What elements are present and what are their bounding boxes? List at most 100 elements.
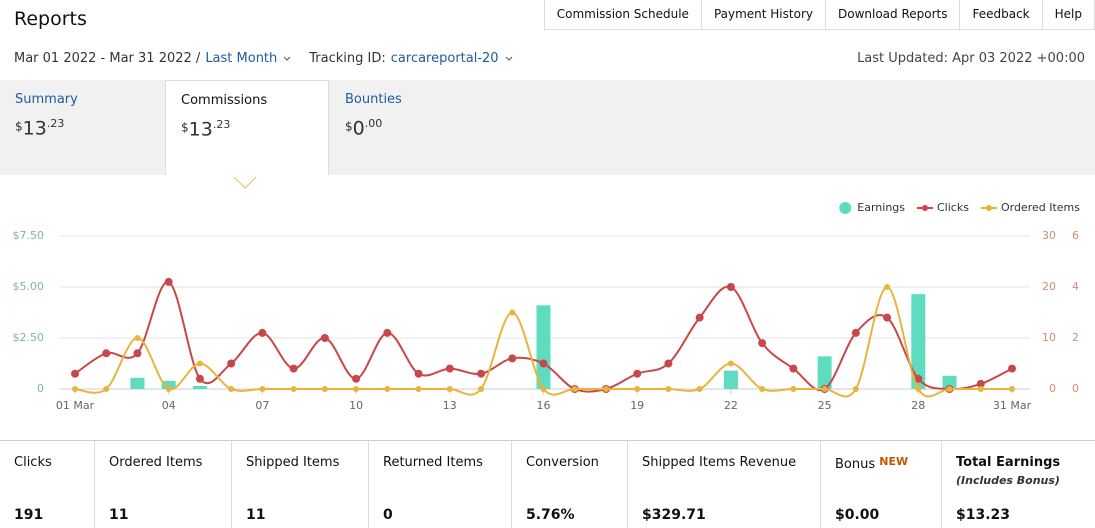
date-range: Mar 01 2022 - Mar 31 2022 / [14, 51, 201, 66]
nav-link[interactable]: Help [1041, 0, 1095, 30]
point [602, 386, 609, 392]
chevron [283, 56, 291, 61]
bar [192, 385, 207, 389]
page-title: Reports [14, 8, 87, 30]
point [321, 386, 328, 392]
tab[interactable]: Bounties $0.00 [330, 80, 495, 175]
x-tick-label: 28 [911, 399, 925, 412]
total-value: 11 [246, 507, 266, 523]
nav-link[interactable]: Commission Schedule [543, 0, 702, 30]
legend-swatch [985, 205, 992, 211]
tab[interactable]: Summary $13.23 [0, 80, 165, 175]
point [852, 386, 859, 392]
point [884, 284, 891, 290]
total-label-text: Bonus [835, 457, 876, 472]
whole: 0 [352, 117, 365, 140]
point [1009, 386, 1015, 392]
fraction: .23 [212, 118, 231, 131]
point [883, 313, 892, 322]
tab-label: Bounties [345, 92, 402, 107]
y-tick-label: $5.00 [13, 280, 45, 293]
total-label-text: Ordered Items [109, 455, 203, 470]
point [789, 364, 798, 373]
total-value: 191 [14, 507, 44, 523]
total-note: (Includes Bonus) [956, 474, 1060, 487]
total-label-text: Shipped Items Revenue [642, 455, 797, 470]
point [946, 386, 953, 392]
nav-link[interactable]: Feedback [959, 0, 1043, 30]
total-label: Clicks [14, 455, 80, 470]
total-cell: Total Earnings (Includes Bonus) $13.23 [942, 441, 1095, 528]
legend-label: Clicks [937, 201, 969, 214]
x-tick-label: 10 [349, 399, 363, 412]
point [508, 354, 517, 363]
chevron [505, 56, 512, 61]
total-label: Total Earnings [956, 455, 1081, 470]
point [726, 283, 735, 291]
y-tick-label: $2.50 [13, 331, 45, 344]
bar [130, 377, 145, 389]
point [727, 360, 734, 367]
bar [942, 375, 957, 389]
tab-label: Commissions [181, 93, 268, 108]
y2-tick-label: 30 [1042, 229, 1056, 242]
point [289, 364, 298, 373]
fraction: .00 [364, 117, 383, 130]
tab-amount: $0.00 [345, 117, 480, 139]
x-tick-label: 13 [443, 399, 457, 412]
point [445, 364, 454, 373]
y-tick-label: 0 [37, 382, 44, 395]
point [976, 379, 985, 388]
x-tick-label: 07 [255, 399, 269, 412]
point [664, 359, 673, 368]
new-badge: NEW [879, 455, 909, 468]
point [790, 386, 797, 392]
total-cell: Bonus NEW $0.00 [821, 441, 942, 528]
point [383, 328, 392, 337]
point [103, 386, 110, 392]
point [164, 277, 173, 286]
period-select[interactable]: Last Month [205, 51, 278, 66]
y3-tick-label: 6 [1072, 229, 1079, 242]
point [696, 386, 703, 392]
tab-active[interactable]: Commissions $13.23 [165, 80, 329, 175]
currency: $ [181, 120, 189, 135]
bar [161, 380, 176, 389]
point [414, 369, 423, 378]
point [571, 386, 578, 392]
point [478, 386, 485, 392]
point [915, 386, 922, 392]
point [102, 349, 111, 358]
nav-link[interactable]: Payment History [700, 0, 826, 30]
tab-amount: $13.23 [15, 117, 150, 139]
total-label: Shipped Items [246, 455, 354, 470]
point [320, 334, 329, 342]
total-label: Conversion [526, 455, 613, 470]
nav-link[interactable]: Download Reports [824, 0, 961, 30]
point [133, 349, 142, 358]
y2-tick-label: 0 [1049, 382, 1056, 395]
tab-pointer [233, 176, 257, 189]
y2-tick-label: 10 [1042, 331, 1056, 344]
totals: Clicks 191 Ordered Items 11 Shipped Items 11 R… [0, 440, 1095, 528]
total-cell: Conversion 5.76% [512, 441, 628, 528]
total-label: Bonus NEW [835, 455, 927, 472]
tracking-select[interactable]: carcareportal-20 [390, 51, 499, 66]
x-tick-label: 25 [818, 399, 832, 412]
point [759, 386, 766, 392]
total-value: 0 [383, 507, 393, 523]
total-label: Ordered Items [109, 455, 217, 470]
point [665, 386, 672, 392]
legend-swatch [922, 205, 928, 211]
total-label: Shipped Items Revenue [642, 455, 806, 470]
point [415, 386, 422, 392]
point [477, 369, 486, 378]
x-tick-label: 19 [630, 399, 644, 412]
last-updated: Last Updated: Apr 03 2022 +00:00 [857, 51, 1085, 66]
y3-tick-label: 4 [1072, 280, 1079, 293]
total-cell: Returned Items 0 [369, 441, 512, 528]
point [539, 359, 548, 368]
total-value: 11 [109, 507, 129, 523]
whole: 13 [188, 118, 213, 141]
